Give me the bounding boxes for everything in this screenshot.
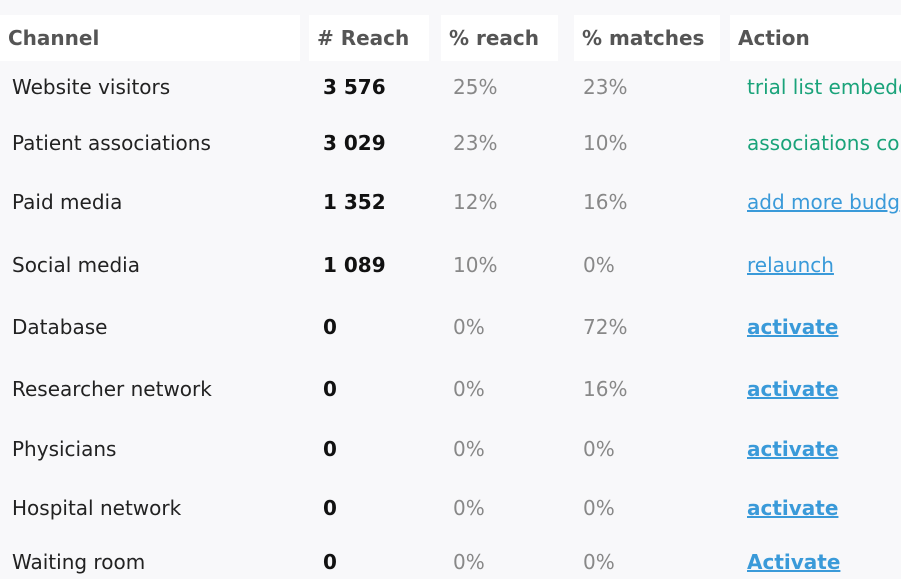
pct-reach: 0% [453, 377, 485, 401]
header-action: Action [730, 15, 901, 61]
channel: Researcher network [12, 377, 212, 401]
action-link[interactable]: associations co [747, 131, 900, 155]
channel: Hospital network [12, 496, 182, 520]
pct-reach: 0% [453, 550, 485, 574]
pct-matches: 0% [583, 496, 615, 520]
channel: Waiting room [12, 550, 146, 574]
reach: 1 089 [323, 253, 386, 277]
pct-matches: 16% [583, 190, 628, 214]
pct-reach: 12% [453, 190, 498, 214]
action-link[interactable]: add more budg [747, 190, 900, 214]
action-link[interactable]: relaunch [747, 253, 834, 277]
action-link[interactable]: activate [747, 377, 839, 401]
reach: 3 576 [323, 75, 386, 99]
channel: Social media [12, 253, 140, 277]
pct-matches: 72% [583, 315, 628, 339]
pct-matches: 10% [583, 131, 628, 155]
action-link[interactable]: activate [747, 315, 839, 339]
pct-matches: 0% [583, 253, 615, 277]
pct-reach: 0% [453, 437, 485, 461]
pct-reach: 0% [453, 315, 485, 339]
reach: 0 [323, 437, 337, 461]
channel: Patient associations [12, 131, 211, 155]
reach: 3 029 [323, 131, 386, 155]
pct-matches: 0% [583, 550, 615, 574]
pct-matches: 0% [583, 437, 615, 461]
action-link[interactable]: activate [747, 496, 839, 520]
header-pct-matches: % matches [574, 15, 720, 61]
reach: 0 [323, 496, 337, 520]
pct-matches: 16% [583, 377, 628, 401]
header-pct-reach: % reach [441, 15, 558, 61]
pct-matches: 23% [583, 75, 628, 99]
channel: Paid media [12, 190, 123, 214]
pct-reach: 23% [453, 131, 498, 155]
pct-reach: 10% [453, 253, 498, 277]
header-channel: Channel [0, 15, 300, 61]
pct-reach: 25% [453, 75, 498, 99]
header-reach: # Reach [309, 15, 429, 61]
channel: Website visitors [12, 75, 171, 99]
reach: 1 352 [323, 190, 386, 214]
channel: Database [12, 315, 108, 339]
action-link[interactable]: activate [747, 437, 839, 461]
reach: 0 [323, 315, 337, 339]
reach: 0 [323, 377, 337, 401]
pct-reach: 0% [453, 496, 485, 520]
action-link[interactable]: trial list embedd [747, 75, 901, 99]
channel: Physicians [12, 437, 117, 461]
reach: 0 [323, 550, 337, 574]
action-link[interactable]: Activate [747, 550, 841, 574]
